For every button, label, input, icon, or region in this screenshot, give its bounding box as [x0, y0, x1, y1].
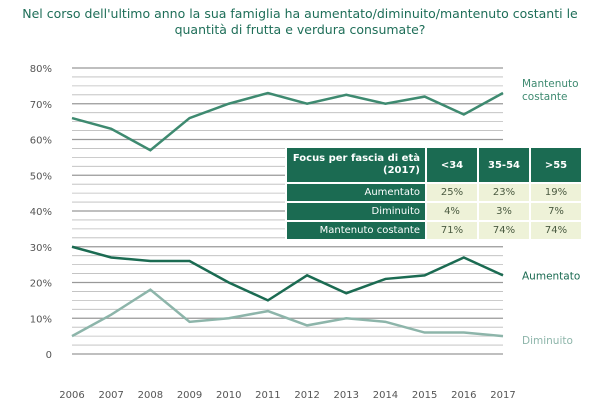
y-tick-label: 70% — [30, 100, 52, 111]
series-line-mantenuto-costante — [71, 91, 504, 152]
series-line-aumentato — [71, 245, 504, 302]
series-label: Diminuito — [522, 335, 573, 347]
cell: 4% — [425, 201, 479, 222]
cell: 71% — [425, 220, 479, 241]
x-tick-label: 2017 — [490, 390, 515, 401]
x-tick-label: 2013 — [334, 390, 359, 401]
y-tick-label: 30% — [30, 243, 52, 254]
table-row: Mantenuto costante 71% 74% 74% — [285, 220, 583, 241]
table-row: Diminuito 4% 3% 7% — [285, 201, 583, 222]
y-tick-label: 80% — [30, 64, 52, 75]
table-header: 35-54 — [477, 146, 531, 184]
cell: 19% — [529, 182, 583, 203]
cell: 74% — [477, 220, 531, 241]
series-label: costante — [522, 91, 567, 103]
x-tick-label: 2008 — [138, 390, 163, 401]
y-tick-label: 20% — [30, 279, 52, 290]
y-tick-label: 50% — [30, 171, 52, 182]
table-header: >55 — [529, 146, 583, 184]
x-tick-label: 2011 — [255, 390, 280, 401]
x-tick-label: 2016 — [451, 390, 476, 401]
y-tick-label: 60% — [30, 136, 52, 147]
row-label: Aumentato — [285, 182, 427, 203]
x-tick-label: 2007 — [98, 390, 123, 401]
cell: 23% — [477, 182, 531, 203]
cell: 25% — [425, 182, 479, 203]
series-line-diminuito — [71, 288, 504, 338]
x-tick-label: 2014 — [373, 390, 398, 401]
row-label: Diminuito — [285, 201, 427, 222]
table-header: Focus per fascia di età (2017) — [285, 146, 427, 184]
series-label: Mantenuto — [522, 78, 579, 90]
series-label: Aumentato — [522, 270, 580, 282]
x-tick-label: 2015 — [412, 390, 437, 401]
x-tick-label: 2006 — [59, 390, 84, 401]
table-row: Aumentato 25% 23% 19% — [285, 182, 583, 203]
x-tick-label: 2012 — [294, 390, 319, 401]
cell: 3% — [477, 201, 531, 222]
cell: 74% — [529, 220, 583, 241]
y-tick-label: 0 — [46, 350, 52, 361]
age-focus-table: Focus per fascia di età (2017) <34 35-54… — [285, 146, 583, 241]
chart-title: Nel corso dell'ultimo anno la sua famigl… — [22, 6, 578, 37]
cell: 7% — [529, 201, 583, 222]
x-tick-label: 2009 — [177, 390, 202, 401]
row-label: Mantenuto costante — [285, 220, 427, 241]
y-tick-label: 10% — [30, 314, 52, 325]
table-header: <34 — [425, 146, 479, 184]
x-tick-label: 2010 — [216, 390, 241, 401]
y-tick-label: 40% — [30, 207, 52, 218]
